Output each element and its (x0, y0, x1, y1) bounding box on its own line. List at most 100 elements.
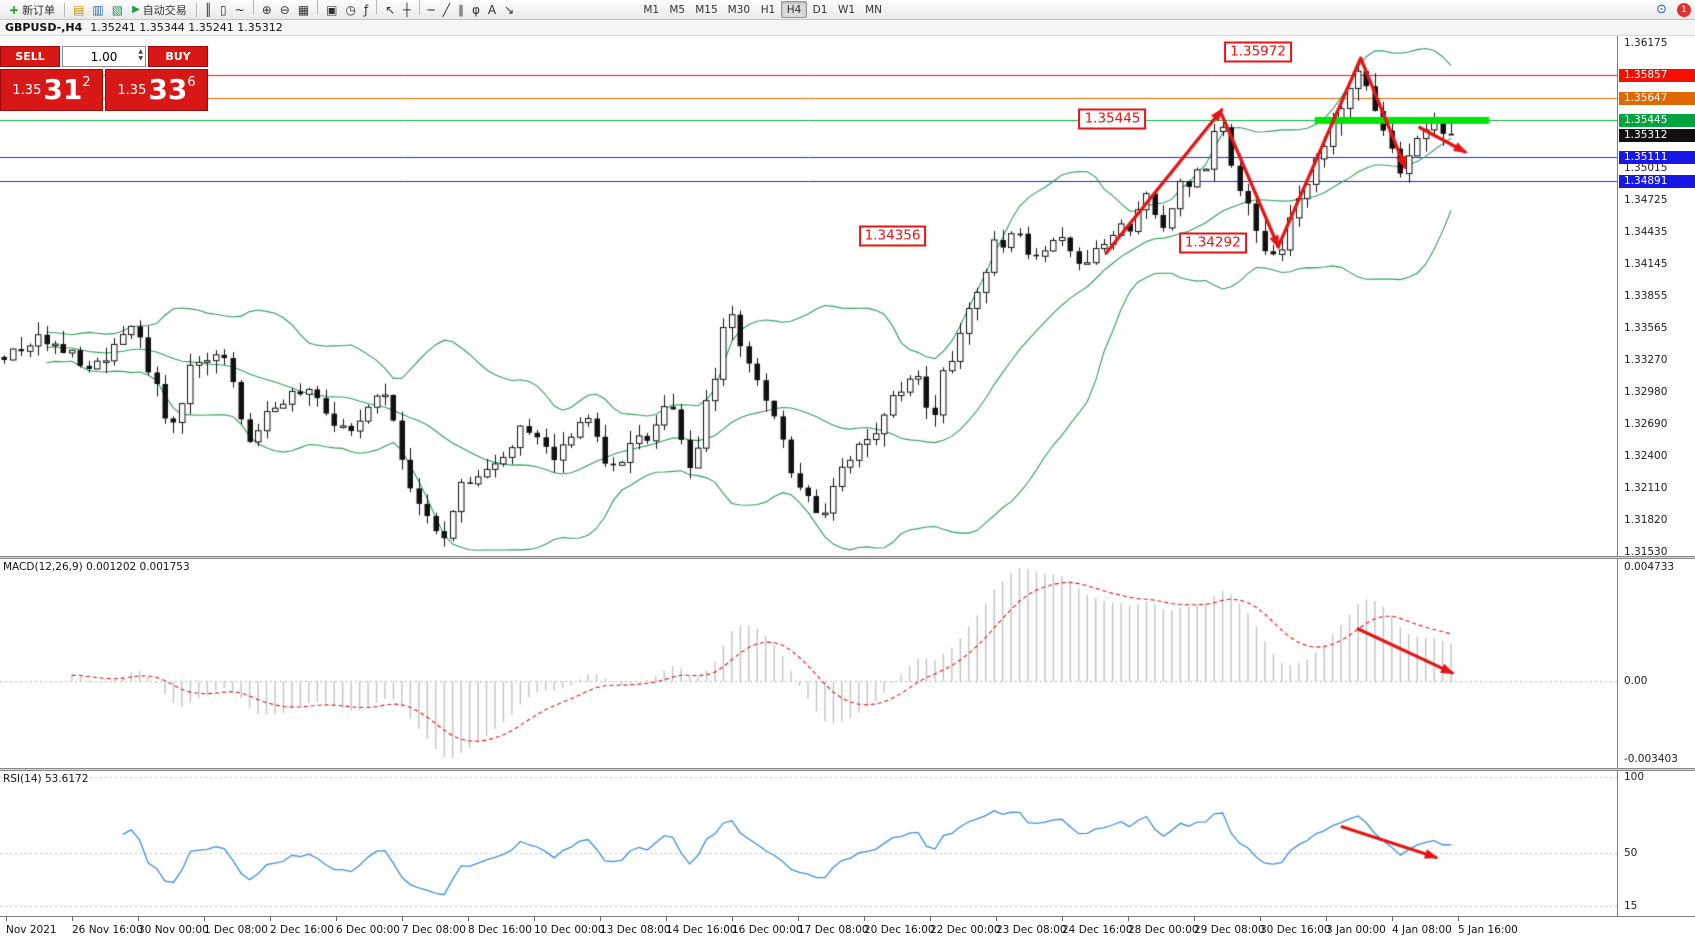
time-tick (666, 917, 667, 921)
timeframe-w1[interactable]: W1 (833, 1, 860, 18)
cursor-button[interactable]: ↖ (381, 1, 399, 19)
rsi-scale-tick: 15 (1624, 900, 1638, 912)
buy-price-prefix: 1.35 (117, 82, 147, 98)
notifications-badge[interactable]: 1 (1677, 2, 1691, 17)
volume-down-arrow[interactable]: ▼ (138, 55, 143, 62)
market-watch-button[interactable]: ▤ (69, 1, 88, 19)
timeframe-mn[interactable]: MN (860, 1, 887, 18)
price-scale[interactable]: 1.36175 1.35015 1.34725 1.34435 1.34145 1.338… (1617, 36, 1695, 556)
navigator-icon: ▧ (111, 2, 124, 17)
indicators-icon: ƒ (364, 3, 369, 17)
timeframe-m5[interactable]: M5 (664, 1, 690, 18)
tile-windows-button[interactable]: ▦ (294, 1, 313, 19)
arrows-tool-icon: ↘ (504, 3, 515, 17)
indicators-button[interactable]: ƒ (360, 1, 372, 19)
rsi-scale[interactable]: 100 50 15 (1617, 771, 1695, 916)
price-tick: 1.34725 (1624, 193, 1668, 206)
timeframe-m1[interactable]: M1 (638, 1, 664, 18)
equidistant-channel-button[interactable]: ∥ (454, 1, 468, 19)
horizontal-line-icon: ─ (427, 3, 435, 17)
text-label-button[interactable]: A (484, 1, 500, 19)
horizontal-line-button[interactable]: ─ (424, 1, 439, 19)
time-tick (270, 917, 271, 921)
autotrading-icon: ▶ (132, 3, 140, 15)
time-tick (1458, 917, 1459, 921)
timeframe-h1[interactable]: H1 (755, 1, 781, 18)
panel-divider[interactable] (0, 768, 1695, 771)
cursor-icon: ↖ (385, 3, 396, 17)
ohlc-label: 1.35241 1.35344 1.35241 1.35312 (90, 21, 283, 34)
buy-button[interactable]: BUY (148, 46, 208, 67)
zoom-in-button[interactable]: ⊕ (258, 1, 276, 19)
macd-scale[interactable]: 0.004733 0.00 -0.003403 (1617, 559, 1695, 768)
crosshair-icon: ┼ (403, 3, 411, 17)
chart-profiles-icon: ◷ (345, 3, 356, 17)
time-label: 28 Dec 00:00 (1128, 924, 1199, 936)
macd-canvas[interactable] (0, 559, 1617, 768)
data-window-button[interactable]: ▥ (88, 1, 107, 19)
price-badge: 1.35111 (1619, 150, 1695, 164)
price-badge: 1.35312 (1619, 128, 1695, 142)
line-chart-icon: ~ (234, 3, 245, 17)
price-annotation[interactable]: 1.34356 (858, 225, 927, 247)
panel-divider[interactable] (0, 556, 1695, 559)
zoom-out-button[interactable]: ⊖ (276, 1, 294, 19)
macd-scale-tick: -0.003403 (1624, 753, 1678, 765)
autotrading-button[interactable]: ▶ 自动交易 (127, 1, 192, 19)
fibonacci-button[interactable]: φ (468, 1, 484, 19)
search-icon: ⊙ (1656, 2, 1667, 17)
buy-price-button[interactable]: 1.35 33 6 (105, 69, 208, 111)
time-tick (996, 917, 997, 921)
price-annotation[interactable]: 1.34292 (1178, 232, 1247, 254)
new-order-label: 新订单 (22, 3, 56, 17)
toolbar-separator (317, 0, 319, 14)
price-annotation[interactable]: 1.35445 (1078, 108, 1147, 130)
volume-up-arrow[interactable]: ▲ (138, 48, 143, 55)
sell-price-button[interactable]: 1.35 31 2 (0, 69, 103, 111)
time-label: 8 Dec 16:00 (468, 924, 532, 936)
timeframe-m30[interactable]: M30 (723, 1, 755, 18)
navigator-button[interactable]: ▧ (108, 1, 127, 19)
price-badge: 1.34891 (1619, 174, 1695, 188)
time-tick (402, 917, 403, 921)
time-tick (468, 917, 469, 921)
price-tick: 1.33565 (1624, 321, 1668, 334)
timeframe-h4[interactable]: H4 (781, 1, 808, 18)
price-annotation[interactable]: 1.35972 (1224, 41, 1292, 63)
buy-price-main: 33 (148, 73, 188, 106)
search-button[interactable]: ⊙ (1652, 1, 1671, 19)
timeframe-toolbar: M1 M5 M15 M30 H1 H4 D1 W1 MN (638, 1, 887, 18)
sell-button[interactable]: SELL (0, 46, 60, 67)
time-label: 23 Dec 08:00 (996, 924, 1067, 936)
bar-chart-button[interactable]: ║ (201, 1, 216, 19)
volume-field[interactable]: 1.00 ▲ ▼ (62, 46, 146, 67)
price-chart-canvas[interactable] (0, 36, 1617, 556)
line-chart-button[interactable]: ~ (231, 1, 249, 19)
time-tick (600, 917, 601, 921)
price-badge: 1.35445 (1619, 113, 1695, 127)
market-watch-icon: ▤ (73, 2, 85, 17)
arrows-tool-button[interactable]: ↘ (500, 1, 518, 19)
price-tick: 1.31820 (1624, 513, 1668, 526)
buy-price-sup: 6 (187, 75, 196, 90)
price-tick: 1.32400 (1624, 450, 1668, 463)
new-order-button[interactable]: + 新订单 (4, 1, 60, 19)
time-axis[interactable]: Nov 2021 26 Nov 16:00 30 Nov 00:00 1 Dec 08… (0, 916, 1695, 943)
chart-profiles-button[interactable]: ◷ (342, 1, 360, 19)
rsi-canvas[interactable] (0, 771, 1617, 916)
sell-price-prefix: 1.35 (12, 82, 42, 98)
price-badge: 1.35647 (1619, 91, 1695, 105)
timeframe-m15[interactable]: M15 (690, 1, 722, 18)
timeframe-d1[interactable]: D1 (807, 1, 833, 18)
new-chart-button[interactable]: ▣ (322, 1, 341, 19)
chart-annotations-layer: 1.35972 1.35445 1.34356 1.34292 (0, 36, 1695, 556)
time-tick (534, 917, 535, 921)
data-window-icon: ▥ (92, 2, 104, 17)
trendline-button[interactable]: ╱ (439, 1, 454, 19)
crosshair-button[interactable]: ┼ (399, 1, 414, 19)
candlestick-chart-button[interactable]: ▯ (216, 1, 231, 19)
time-label: 7 Dec 08:00 (402, 924, 466, 936)
time-label: 13 Dec 08:00 (600, 924, 671, 936)
new-order-icon: + (9, 2, 20, 17)
